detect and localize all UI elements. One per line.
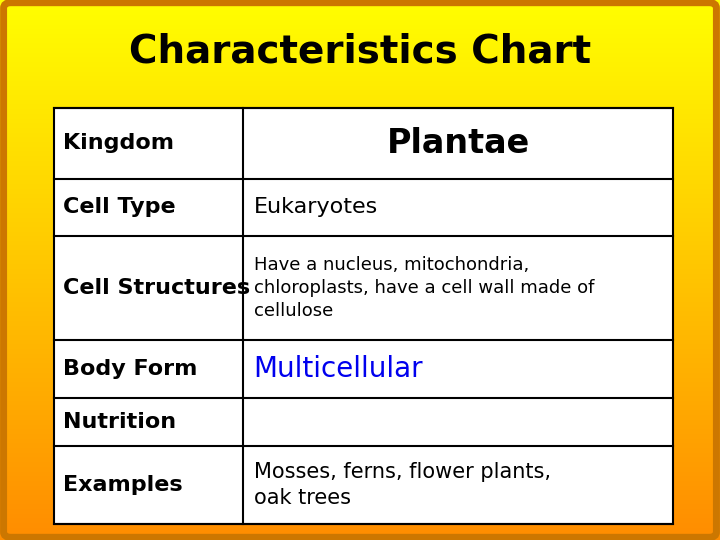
Bar [54, 108, 673, 524]
Text: Cell Type: Cell Type [63, 198, 175, 218]
Text: Examples: Examples [63, 475, 182, 495]
Text: Nutrition: Nutrition [63, 412, 176, 432]
Text: Mosses, ferns, flower plants,
oak trees: Mosses, ferns, flower plants, oak trees [253, 462, 551, 508]
Text: Plantae: Plantae [387, 127, 530, 160]
Text: Have a nucleus, mitochondria,
chloroplasts, have a cell wall made of
cellulose: Have a nucleus, mitochondria, chloroplas… [253, 256, 594, 320]
Text: Kingdom: Kingdom [63, 133, 174, 153]
Text: Multicellular: Multicellular [253, 355, 423, 383]
Text: Characteristics Chart: Characteristics Chart [129, 32, 591, 70]
Text: Body Form: Body Form [63, 359, 197, 379]
Text: Eukaryotes: Eukaryotes [253, 198, 378, 218]
Text: Cell Structures: Cell Structures [63, 278, 250, 298]
